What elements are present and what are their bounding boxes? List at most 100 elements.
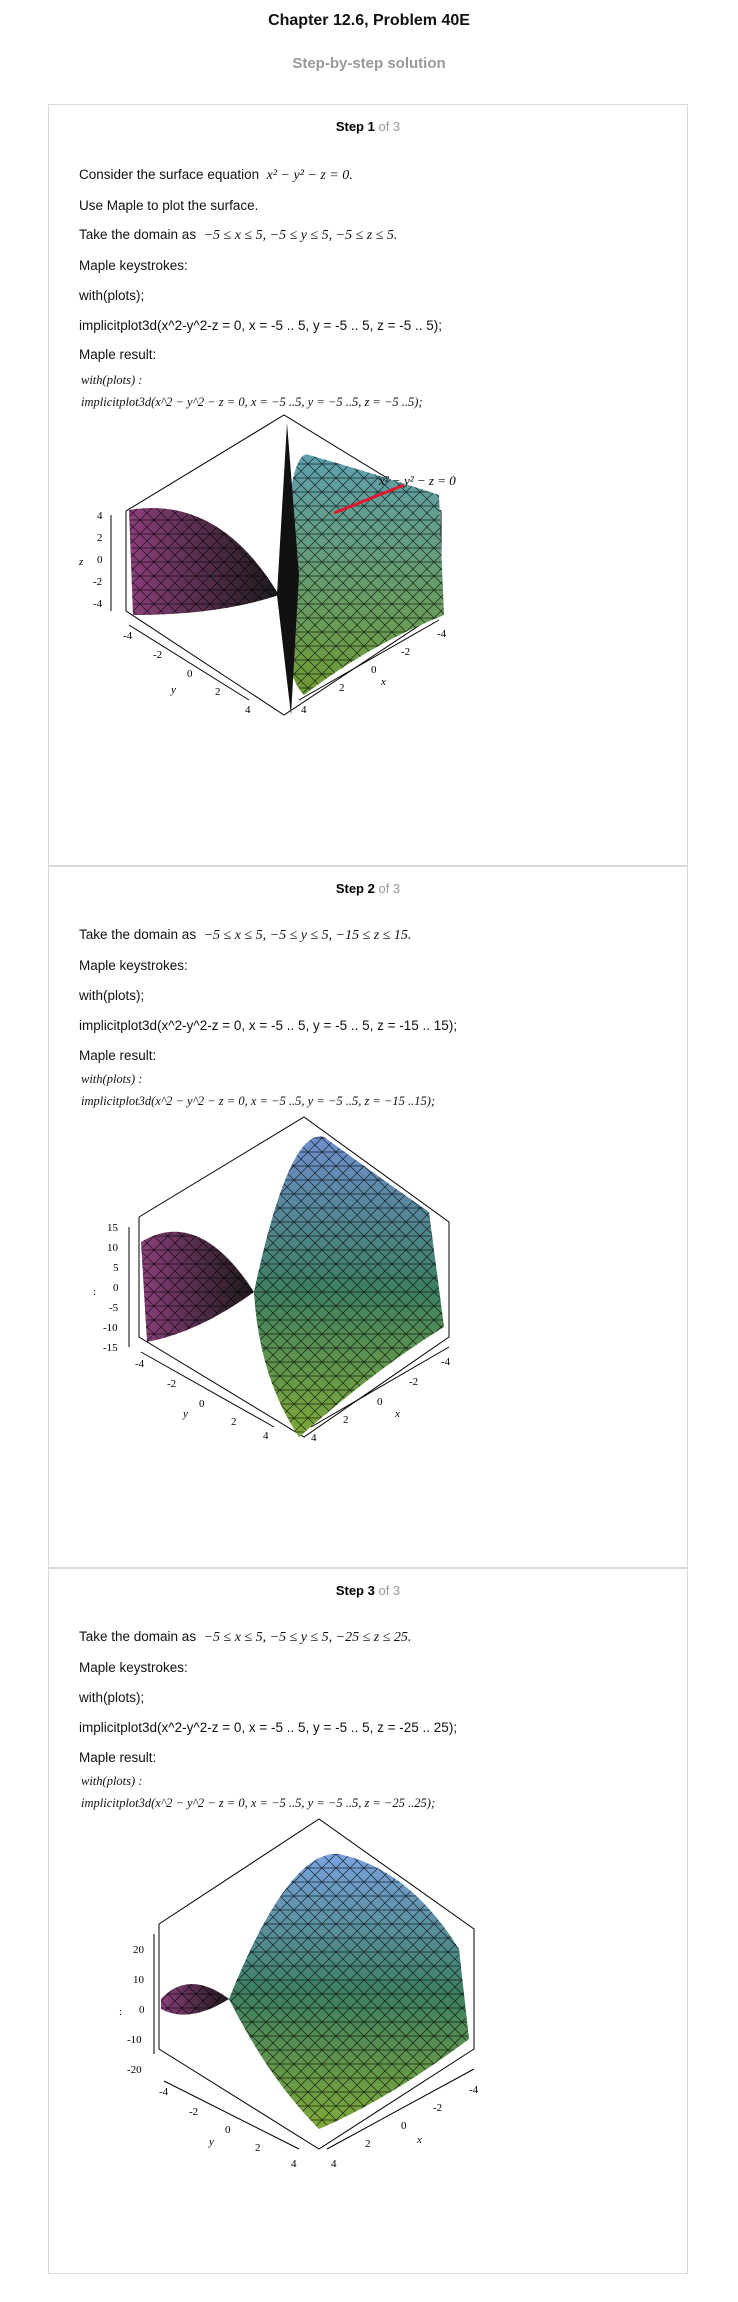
y-tick: 2 [231,1416,237,1428]
x-tick: 0 [377,1396,383,1408]
page-subtitle: Step-by-step solution [292,55,446,72]
x-tick: 0 [401,2120,407,2132]
z-tick: 4 [97,510,103,522]
z-tick: 2 [97,532,103,544]
text-line: Use Maple to plot the surface. [79,198,259,213]
x-tick: -4 [441,1356,451,1368]
z-tick: -15 [103,1342,118,1354]
z-tick: -2 [93,576,102,588]
x-tick: 4 [301,704,307,716]
z-tick: 0 [139,2004,145,2016]
text-line: with(plots); [79,988,145,1003]
step-3-header: Step 3 of 3 [49,1583,687,1598]
step-number: Step 1 [335,119,375,134]
domain: −5 ≤ x ≤ 5, −5 ≤ y ≤ 5, −25 ≤ z ≤ 25. [203,1630,412,1645]
y-axis-label: y [170,684,176,696]
z-axis-label: z [78,556,84,568]
text-line: implicitplot3d(x^2-y^2-z = 0, x = -5 .. … [79,1720,458,1735]
y-tick: -2 [167,1378,176,1390]
y-tick: -4 [159,2086,169,2098]
x-tick: 2 [343,1414,349,1426]
step-1-header: Step 1 of 3 [49,119,687,134]
text-line: Maple result: [79,1048,157,1063]
z-tick: 10 [133,1974,145,1986]
x-tick: -2 [401,646,410,658]
x-tick: -4 [469,2084,479,2096]
step-count: of 3 [378,881,401,896]
page-title: Chapter 12.6, Problem 40E [268,12,470,29]
text-line: implicitplot3d(x^2-y^2-z = 0, x = -5 .. … [79,318,443,333]
z-tick: 15 [107,1222,119,1234]
text-line: with(plots); [79,1690,145,1705]
text-line: Maple keystrokes: [79,958,188,973]
text-line: implicitplot3d(x^2-y^2-z = 0, x = -5 .. … [79,1018,458,1033]
x-tick: 2 [339,682,345,694]
y-tick: 4 [263,1430,269,1442]
y-tick: 0 [199,1398,205,1410]
z-tick: 10 [107,1242,119,1254]
y-tick: -4 [135,1358,145,1370]
z-tick: 20 [133,1944,145,1956]
z-tick: -5 [109,1302,119,1314]
step-count: of 3 [378,1583,401,1598]
surface-plot-2: 15 10 5 0 -5 -10 -15 : -4 -2 0 2 4 y 4 2… [93,1116,451,1444]
text-line: Maple keystrokes: [79,258,188,273]
x-tick: -2 [433,2102,442,2114]
z-tick: -4 [93,598,103,610]
y-tick: 0 [225,2124,231,2136]
maple-input-1: with(plots) : [81,1774,143,1788]
z-tick: -10 [103,1322,118,1334]
maple-input-2: implicitplot3d(x^2 − y^2 − z = 0, x = −5… [81,1796,436,1810]
text-line: Take the domain as −5 ≤ x ≤ 5, −5 ≤ y ≤ … [79,227,398,243]
x-axis-label: x [394,1408,400,1420]
text-line: Maple keystrokes: [79,1660,188,1675]
maple-input-1: with(plots) : [81,373,143,387]
z-tick: 0 [113,1282,119,1294]
domain: −5 ≤ x ≤ 5, −5 ≤ y ≤ 5, −15 ≤ z ≤ 15. [203,928,412,943]
maple-input-2: implicitplot3d(x^2 − y^2 − z = 0, x = −5… [81,1094,436,1108]
x-tick: 4 [331,2158,337,2170]
text-line: Take the domain as −5 ≤ x ≤ 5, −5 ≤ y ≤ … [79,1629,412,1645]
step-number: Step 2 [335,881,375,896]
text-line: Take the domain as −5 ≤ x ≤ 5, −5 ≤ y ≤ … [79,927,412,943]
step-1-card: Step 1 of 3 Consider the surface equatio… [48,104,688,866]
surface-plot-1: x² − y² − z = 0 4 2 0 -2 -4 z -4 -2 0 2 … [78,414,456,716]
x-tick: 0 [371,664,377,676]
y-tick: -2 [153,649,162,661]
text-line: Maple result: [79,1750,157,1765]
text-line: Maple result: [79,347,157,362]
x-axis-label: x [416,2134,422,2146]
y-tick: 0 [187,668,193,680]
z-axis-label: : [119,2006,122,2018]
z-tick: -10 [127,2034,142,2046]
z-tick: 0 [97,554,103,566]
surface-plot-3: 20 10 0 -10 -20 : -4 -2 0 2 4 y 4 2 0 -2… [119,1818,479,2170]
y-tick: 4 [291,2158,297,2170]
x-axis-label: x [380,676,386,688]
text-line: with(plots); [79,288,145,303]
z-tick: 5 [113,1262,119,1274]
y-tick: 2 [215,686,221,698]
y-axis-label: y [208,2136,214,2148]
text-line: Consider the surface equation x² − y² − … [79,167,353,183]
x-tick: 2 [365,2138,371,2150]
y-tick: -2 [189,2106,198,2118]
x-tick: 4 [311,1432,317,1444]
step-2-card: Step 2 of 3 Take the domain as −5 ≤ x ≤ … [48,866,688,1568]
x-tick: -4 [437,628,447,640]
maple-input-1: with(plots) : [81,1072,143,1086]
y-axis-label: y [182,1408,188,1420]
x-tick: -2 [409,1376,418,1388]
step-2-header: Step 2 of 3 [49,881,687,896]
y-tick: 2 [255,2142,261,2154]
y-tick: 4 [245,704,251,716]
equation: x² − y² − z = 0. [266,168,353,183]
maple-input-2: implicitplot3d(x^2 − y^2 − z = 0, x = −5… [81,395,423,409]
step-3-card: Step 3 of 3 Take the domain as −5 ≤ x ≤ … [48,1568,688,2274]
step-number: Step 3 [335,1583,375,1598]
z-tick: -20 [127,2064,142,2076]
z-axis-label: : [93,1286,96,1298]
step-count: of 3 [378,119,401,134]
domain: −5 ≤ x ≤ 5, −5 ≤ y ≤ 5, −5 ≤ z ≤ 5. [203,228,398,243]
surface-label: x² − y² − z = 0 [378,473,456,488]
